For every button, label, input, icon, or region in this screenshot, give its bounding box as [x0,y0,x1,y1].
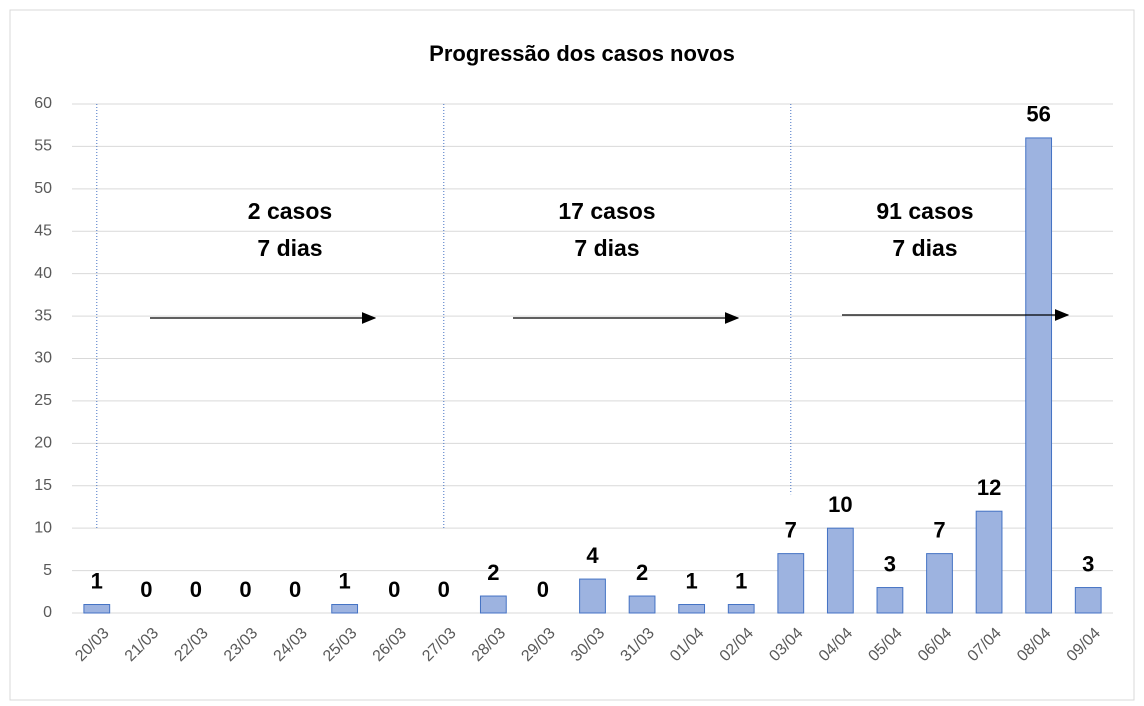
data-label: 0 [190,577,202,602]
bar [83,604,111,614]
bar [975,510,1003,614]
chart-title: Progressão dos casos novos [429,41,735,66]
data-label: 3 [884,551,896,576]
data-label: 0 [239,577,251,602]
data-label: 0 [438,577,450,602]
data-label: 0 [289,577,301,602]
bar [826,527,854,614]
annotation: 7 dias [257,235,322,261]
bar [1025,137,1053,614]
data-label: 10 [828,492,852,517]
bar [777,553,805,614]
y-tick-label: 5 [43,562,52,579]
bar [727,604,755,614]
data-label: 12 [977,475,1001,500]
y-tick-label: 40 [34,265,52,282]
data-label: 2 [487,560,499,585]
y-tick-label: 45 [34,222,52,239]
annotation: 7 dias [574,235,639,261]
data-label: 2 [636,560,648,585]
data-label: 3 [1082,551,1094,576]
annotation: 7 dias [892,235,957,261]
bar [579,578,606,614]
y-tick-label: 50 [34,180,52,197]
annotation: 17 casos [558,198,655,224]
bar [926,553,953,614]
y-tick-label: 0 [43,604,52,621]
data-label: 1 [339,568,351,593]
data-label: 1 [735,568,747,593]
data-label: 7 [785,517,797,542]
data-label: 0 [388,577,400,602]
bar [678,604,706,614]
data-label: 56 [1026,102,1050,127]
chart-border [9,9,1135,701]
bar [628,595,656,614]
data-label: 0 [537,577,549,602]
data-label: 1 [91,568,103,593]
y-tick-label: 55 [34,138,52,155]
bar [331,604,359,614]
y-tick-label: 20 [34,435,52,452]
y-tick-label: 25 [34,392,52,409]
y-tick-label: 60 [34,95,52,112]
y-tick-label: 30 [34,350,52,367]
y-tick-label: 35 [34,307,52,324]
data-label: 0 [140,577,152,602]
bar [876,587,904,614]
y-tick-label: 10 [34,519,52,536]
annotation: 91 casos [876,198,973,224]
data-label: 1 [686,568,698,593]
annotation: 2 casos [248,198,332,224]
bar [479,595,507,614]
bar [1074,587,1102,614]
y-tick-label: 15 [34,477,52,494]
data-label: 4 [586,543,599,568]
data-label: 7 [933,517,945,542]
